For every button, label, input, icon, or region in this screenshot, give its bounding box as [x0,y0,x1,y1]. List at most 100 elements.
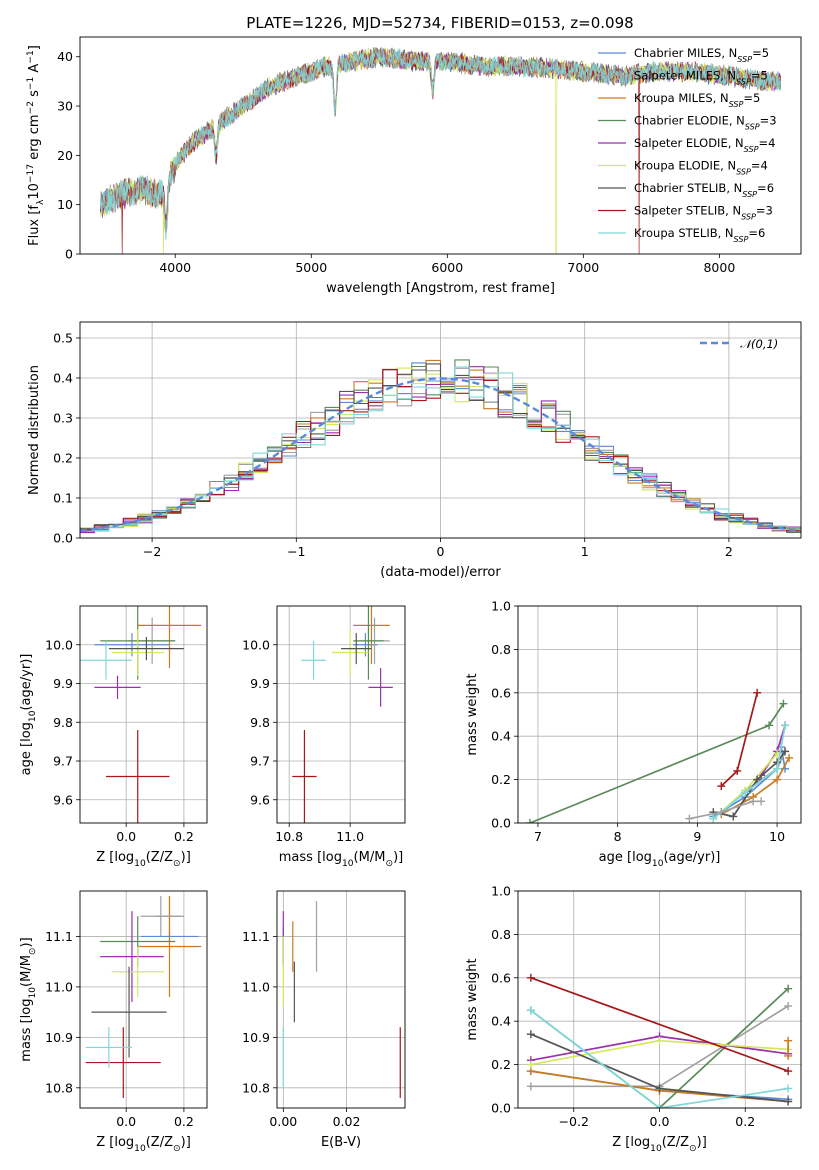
legend-entry: Chabrier STELIB, NSSP=6 [634,181,774,199]
errorbar-point [137,896,202,997]
panel-mass_vs_Z: 0.0 0.2 10.8 10.9 11.0 11.1 Z [log10(Z/Z⊙)] mas… [19,890,208,1154]
y-tick-label: 9.9 [250,676,270,691]
errorbar-point [353,606,390,665]
errorbar-point [85,1027,161,1098]
y-tick-label: 0 [65,247,73,262]
errorbar-point [80,640,132,680]
x-tick-label: 9 [693,829,701,844]
x-axis-label: (data-model)/error [380,565,501,580]
mass-weight-marker [685,814,694,823]
x-tick-label: −1 [287,544,305,559]
x-tick-label: 2 [725,544,733,559]
y-tick-label: 30 [57,99,73,114]
mass-weight-line [530,1009,789,1108]
y-axis-label: mass weight [465,673,480,755]
mass-weight-marker [526,1030,535,1039]
y-tick-label: 0.5 [53,331,73,346]
y-axis-label: Normed distribution [27,365,42,495]
panel-spectrum: 4000 5000 6000 7000 8000 0 10 20 30 40 wavelength … [26,36,802,296]
mass-weight-line [529,703,785,823]
x-tick-label: −0.2 [559,1114,589,1129]
mass-weight-marker [749,797,758,806]
y-tick-label: 20 [57,148,73,163]
legend-entry: Chabrier MILES, NSSP=5 [634,46,769,64]
x-tick-label: 1 [581,544,589,559]
mass-weight-marker [784,1002,793,1011]
errorbar-point [137,606,202,668]
legend-entry: Chabrier ELODIE, NSSP=3 [634,114,777,132]
mass-weight-marker [773,764,782,773]
mass-weight-marker [784,1084,793,1093]
mass-weight-marker [779,699,788,708]
mass-weight-marker [729,812,738,821]
legend: Chabrier MILES, NSSP=5 Salpeter MILES, NS… [598,46,777,244]
legend-entry: Salpeter ELODIE, NSSP=4 [634,136,775,154]
y-tick-label: 0.2 [491,1057,511,1072]
mass-weight-line [712,725,786,820]
y-tick-label: 9.6 [53,792,73,807]
y-axis-label: Flux [fλ10−17 erg cm−2 s−1 A−1] [26,45,46,246]
errorbar-point [111,946,164,997]
mass-weight-marker [525,819,534,823]
panel-residuals: −2 −1 0 1 2 0.0 0.1 0.2 0.3 0.4 0.5 (data-model)/er… [27,321,802,580]
errorbar-point [111,629,164,676]
x-tick-label: 7 [534,829,542,844]
y-tick-label: 0.0 [491,1101,511,1116]
x-axis-label: wavelength [Angstrom, rest frame] [326,281,555,296]
errorbar-point [368,668,393,707]
mass-weight-line [689,800,762,820]
axes-frame [79,321,802,539]
y-tick-label: 1.0 [491,599,511,614]
y-tick-label: 0.4 [53,371,73,386]
x-tick-label: 0.02 [333,1114,361,1129]
y-tick-label: 0.4 [491,1014,511,1029]
mass-weight-marker [717,808,726,817]
x-tick-label: 0.0 [650,1114,670,1129]
y-axis-label: age [log10(age/yr)] [19,654,38,776]
x-tick-label: 10 [769,829,785,844]
mass-weight-marker [765,721,774,730]
x-tick-label: 8 [614,829,622,844]
y-tick-label: 10 [57,197,73,212]
y-tick-label: 0.6 [491,970,511,985]
mass-weight-line [720,757,790,816]
y-tick-label: 10.0 [242,637,270,652]
x-tick-label: 0.0 [116,829,136,844]
y-tick-label: 0.8 [491,927,511,942]
y-tick-label: 40 [57,49,73,64]
errorbar-point [301,640,326,680]
legend-entry: Kroupa ELODIE, NSSP=4 [634,159,768,177]
y-tick-label: 9.9 [53,676,73,691]
plot-area [100,46,781,254]
y-tick-label: 9.8 [250,715,270,730]
x-tick-label: 7000 [567,260,599,275]
plot-area [80,606,202,823]
axes-frame [79,890,208,1109]
x-tick-label: 0.2 [174,829,194,844]
x-axis-label: E(B-V) [321,1135,361,1150]
mass-weight-marker [526,1082,535,1091]
errorbar-point [94,675,141,699]
mass-weight-marker [784,984,793,993]
mass-weight-marker [741,788,750,797]
plot-area [282,901,401,1098]
legend-entry: Kroupa STELIB, NSSP=6 [634,226,765,244]
y-tick-label: 0.0 [53,531,73,546]
plot-area [80,359,801,534]
y-tick-label: 1.0 [491,884,511,899]
figure-title: PLATE=1226, MJD=52734, FIBERID=0153, z=0… [246,14,633,32]
axes-frame [79,605,208,824]
x-tick-label: 8000 [703,260,735,275]
normal-reference-curve [80,377,801,533]
mass-weight-marker [709,814,718,823]
mass-weight-marker [781,747,790,756]
y-tick-label: 0.2 [53,451,73,466]
y-tick-label: 0.2 [491,772,511,787]
x-axis-label: Z [log10(Z/Z⊙)] [96,850,191,869]
plot-area [292,606,393,823]
x-tick-label: 0.2 [174,1114,194,1129]
errorbar-point [105,730,170,823]
y-tick-label: 10.8 [242,1080,270,1095]
mass-weight-marker [781,721,790,730]
